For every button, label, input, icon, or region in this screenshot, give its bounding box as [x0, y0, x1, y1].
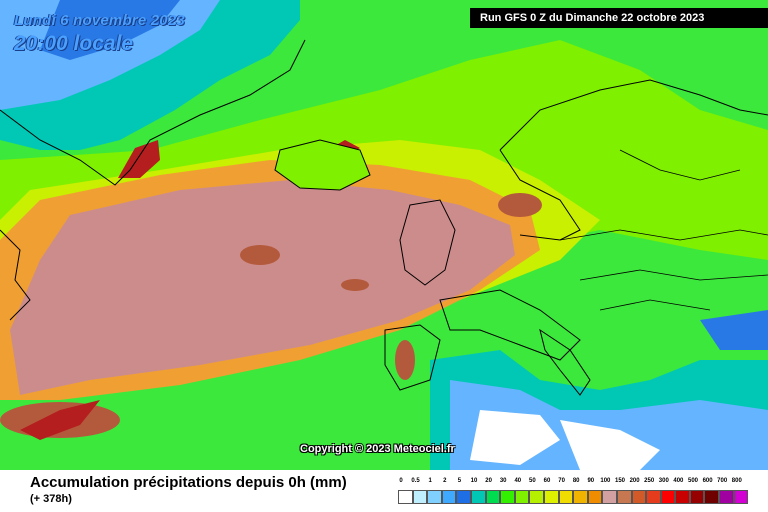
legend-swatch — [616, 490, 632, 504]
north-america-coast — [0, 229, 31, 321]
legend-label: 600 — [702, 478, 713, 484]
footer-title: Accumulation précipitations depuis 0h (m… — [30, 474, 347, 491]
legend-swatch — [529, 490, 544, 504]
legend-swatch — [500, 490, 515, 504]
legend-swatch — [719, 490, 734, 504]
legend-swatch — [631, 490, 647, 504]
legend-swatch — [646, 490, 661, 504]
pink-core — [10, 180, 515, 395]
legend-label: 0.5 — [411, 478, 420, 484]
legend-label: 40 — [514, 478, 522, 484]
greenland-coast — [0, 39, 306, 186]
legend-swatch — [456, 490, 471, 504]
legend-label: 30 — [499, 478, 507, 484]
italy-outline — [539, 328, 591, 396]
black-sea-blue — [700, 310, 768, 350]
legend-label: 50 — [529, 478, 536, 484]
legend-swatch — [427, 490, 442, 504]
legend-label: 100 — [600, 478, 611, 484]
north-sea-coast — [499, 149, 581, 241]
legend-swatch — [398, 490, 413, 504]
greenland-dark-blue-zone — [40, 0, 180, 60]
legend-label: 90 — [587, 478, 595, 484]
legend-label: 5 — [457, 478, 462, 484]
legend-label: 800 — [731, 478, 742, 484]
legend-swatch — [573, 490, 588, 504]
map-canvas — [0, 0, 768, 470]
legend-label: 1 — [428, 478, 432, 484]
legend-swatch — [514, 490, 530, 504]
footer-subtitle: (+ 378h) — [30, 493, 72, 505]
forecast-time: 20:00 locale — [14, 32, 134, 55]
legend-swatch — [412, 490, 428, 504]
legend-swatch — [470, 490, 486, 504]
precipitation-map: Lundi 6 novembre 2023 20:00 locale Run G… — [0, 0, 768, 470]
scandinavia-coast — [499, 79, 768, 151]
legend-label: 2 — [443, 478, 447, 484]
country-border — [599, 299, 711, 311]
legend-swatch — [485, 490, 501, 504]
iceland-outline — [274, 139, 371, 191]
legend-label: 300 — [658, 478, 669, 484]
legend-swatch — [602, 490, 617, 504]
france-outline — [439, 289, 581, 361]
country-border — [559, 229, 768, 241]
sahara-white — [560, 420, 660, 470]
legend-footer: Accumulation précipitations depuis 0h (m… — [0, 470, 768, 512]
copyright-label: Copyright © 2023 Meteociel.fr — [300, 443, 455, 455]
legend-swatch — [441, 490, 457, 504]
dark-red-spot — [20, 400, 100, 440]
legend-label: 150 — [614, 478, 626, 484]
british-isles-outline — [399, 199, 456, 286]
legend-swatch — [689, 490, 705, 504]
color-legend: 0 0.5 1 2 5 10 20 30 40 50 60 70 80 90 100 150 200 250 300… — [398, 478, 750, 508]
country-border — [579, 269, 768, 281]
legend-swatch — [660, 490, 676, 504]
legend-swatch — [587, 490, 603, 504]
brown-spot — [395, 340, 415, 380]
legend-label: 20 — [485, 478, 492, 484]
legend-swatch — [733, 490, 749, 504]
legend-label: 250 — [644, 478, 655, 484]
country-border — [619, 149, 741, 181]
brown-spot — [240, 245, 280, 265]
sahara-white — [470, 410, 560, 465]
legend-label: 10 — [470, 478, 478, 484]
legend-swatch — [675, 490, 690, 504]
legend-swatch — [704, 490, 720, 504]
legend-label: 400 — [673, 478, 684, 484]
dark-red-spot — [118, 140, 160, 178]
legend-swatch — [543, 490, 559, 504]
legend-label: 60 — [543, 478, 551, 484]
legend-labels: 0 0.5 1 2 5 10 20 30 40 50 60 70 80 90 100 150 200 250 300… — [398, 478, 750, 488]
forecast-date: Lundi 6 novembre 2023 — [14, 12, 185, 29]
legend-label: 70 — [558, 478, 565, 484]
legend-label: 700 — [717, 478, 728, 484]
legend-label: 0 — [399, 478, 403, 484]
legend-label: 500 — [687, 478, 699, 484]
legend-boxes — [398, 490, 750, 505]
iberia-outline — [384, 324, 441, 391]
legend-label: 200 — [629, 478, 640, 484]
brown-spot — [341, 279, 369, 291]
legend-swatch — [558, 490, 574, 504]
brown-spot — [498, 193, 542, 217]
run-info-banner: Run GFS 0 Z du Dimanche 22 octobre 2023 — [470, 8, 768, 28]
legend-label: 80 — [572, 478, 580, 484]
